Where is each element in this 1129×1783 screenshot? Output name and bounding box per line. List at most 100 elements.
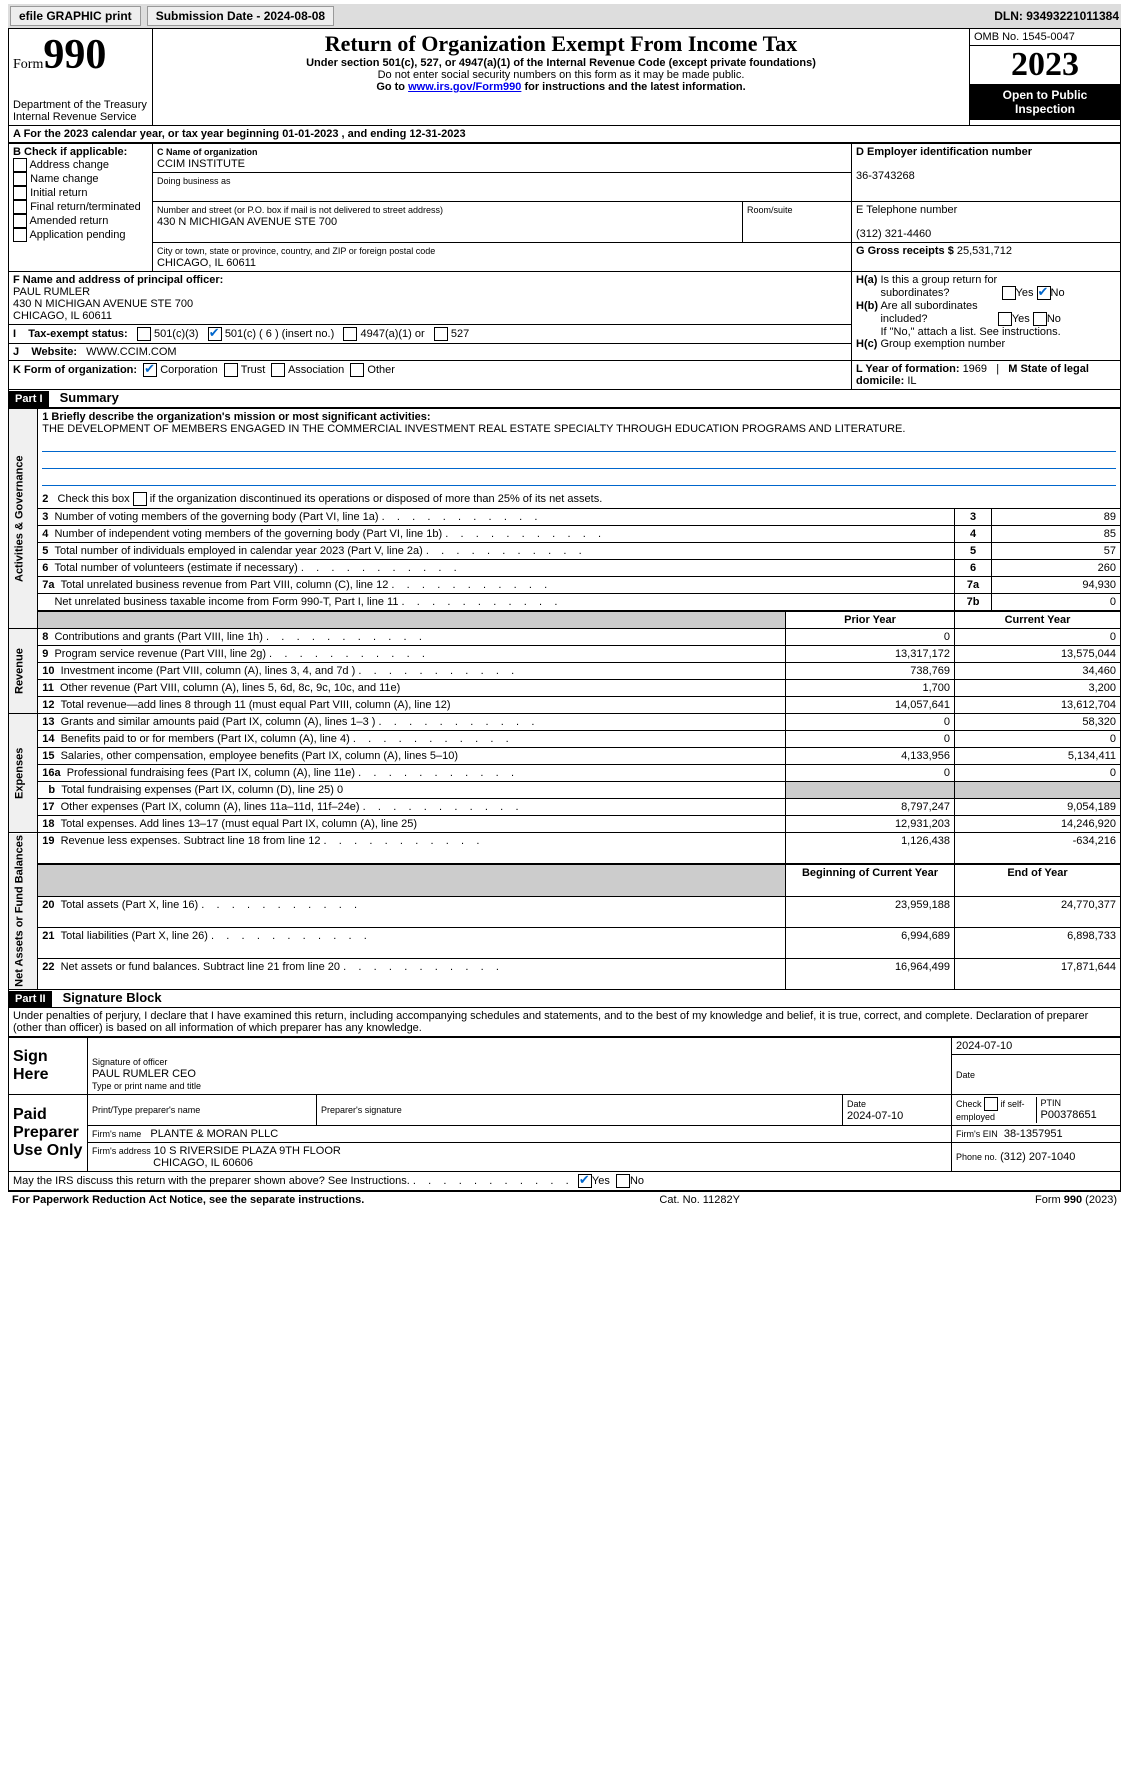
prep-date: 2024-07-10: [847, 1110, 903, 1122]
discuss-no[interactable]: [616, 1174, 630, 1188]
box-b-label: B Check if applicable:: [13, 146, 127, 158]
omb-number: OMB No. 1545-0047: [970, 29, 1120, 46]
form-subtitle3: Go to www.irs.gov/Form990 for instructio…: [157, 81, 965, 93]
check-corporation[interactable]: [143, 363, 157, 377]
prep-name-label: Print/Type preparer's name: [92, 1105, 200, 1115]
rev-row-9: 9 Program service revenue (Part VIII, li…: [9, 646, 1121, 663]
year-formation-label: L Year of formation:: [856, 363, 963, 375]
gross-receipts-value: 25,531,712: [957, 245, 1012, 257]
street-value: 430 N MICHIGAN AVENUE STE 700: [157, 216, 337, 228]
tax-period: A For the 2023 calendar year, or tax yea…: [8, 126, 1121, 143]
sig-date-1: 2024-07-10: [952, 1037, 1121, 1054]
exp-row-15: 15 Salaries, other compensation, employe…: [9, 748, 1121, 765]
exp-row-14: 14 Benefits paid to or for members (Part…: [9, 731, 1121, 748]
sign-here-label: Sign Here: [9, 1037, 88, 1095]
prep-date-label: Date: [847, 1099, 866, 1109]
org-name-label: C Name of organization: [157, 147, 258, 157]
officer-label: F Name and address of principal officer:: [13, 274, 223, 286]
form-title: Return of Organization Exempt From Incom…: [157, 31, 965, 57]
discuss-row: May the IRS discuss this return with the…: [8, 1172, 1121, 1191]
check-4947[interactable]: [343, 327, 357, 341]
city-label: City or town, state or province, country…: [157, 246, 435, 256]
ha-yes[interactable]: [1002, 286, 1016, 300]
hb-yes[interactable]: [998, 312, 1012, 326]
officer-street: 430 N MICHIGAN AVENUE STE 700: [13, 298, 193, 310]
section-net-assets: Net Assets or Fund Balances: [9, 833, 38, 990]
signature-block: Sign Here 2024-07-10 Signature of office…: [8, 1037, 1121, 1173]
hc-question: H(c) Group exemption number: [856, 338, 1116, 350]
check-discontinued[interactable]: [133, 492, 147, 506]
submission-button[interactable]: Submission Date - 2024-08-08: [147, 6, 334, 26]
state-domicile: IL: [907, 375, 916, 387]
website-label: J Website:: [13, 346, 77, 358]
check-amended-return[interactable]: Amended return: [13, 215, 108, 227]
check-application-pending[interactable]: Application pending: [13, 229, 125, 241]
gov-row-7a: 7a Total unrelated business revenue from…: [9, 577, 1121, 594]
footer: For Paperwork Reduction Act Notice, see …: [8, 1191, 1121, 1208]
gov-row-3: 3 Number of voting members of the govern…: [9, 509, 1121, 526]
street-label: Number and street (or P.O. box if mail i…: [157, 205, 443, 215]
cat-no: Cat. No. 11282Y: [659, 1194, 740, 1206]
gov-row-5: 5 Total number of individuals employed i…: [9, 543, 1121, 560]
ha-no[interactable]: [1037, 286, 1051, 300]
sig-name-label: Type or print name and title: [92, 1081, 201, 1091]
check-other[interactable]: [350, 363, 364, 377]
exp-row-16a: 16a Professional fundraising fees (Part …: [9, 765, 1121, 782]
firm-phone-label: Phone no.: [956, 1152, 997, 1162]
section-revenue: Revenue: [9, 629, 38, 714]
summary-table: Activities & Governance 1 Briefly descri…: [8, 408, 1121, 990]
discuss-yes[interactable]: [578, 1174, 592, 1188]
phone-value: (312) 321-4460: [856, 228, 931, 240]
check-501c3[interactable]: [137, 327, 151, 341]
check-527[interactable]: [434, 327, 448, 341]
hb-no[interactable]: [1033, 312, 1047, 326]
firm-name: PLANTE & MORAN PLLC: [150, 1128, 278, 1140]
exp-row-17: 17 Other expenses (Part IX, column (A), …: [9, 799, 1121, 816]
form-subtitle1: Under section 501(c), 527, or 4947(a)(1)…: [157, 57, 965, 69]
q1-label: 1 Briefly describe the organization's mi…: [42, 411, 430, 423]
ha-question: H(a) Is this a group return for subordin…: [856, 274, 1116, 300]
tax-year: 2023: [970, 46, 1120, 84]
section-governance: Activities & Governance: [9, 409, 38, 629]
check-initial-return[interactable]: Initial return: [13, 187, 88, 199]
ptin-label: PTIN: [1041, 1098, 1062, 1108]
firm-ein-label: Firm's EIN: [956, 1129, 998, 1139]
check-name-change[interactable]: Name change: [13, 173, 99, 185]
check-trust[interactable]: [224, 363, 238, 377]
self-employed-check[interactable]: Check if self-employed: [956, 1097, 1037, 1123]
check-final-return[interactable]: Final return/terminated: [13, 201, 141, 213]
officer-city: CHICAGO, IL 60611: [13, 310, 112, 322]
officer-name-title: PAUL RUMLER CEO: [92, 1068, 196, 1080]
open-to-public: Open to Public Inspection: [970, 84, 1120, 120]
website-value: WWW.CCIM.COM: [86, 346, 176, 358]
form-subtitle2: Do not enter social security numbers on …: [157, 69, 965, 81]
paid-preparer-label: Paid Preparer Use Only: [9, 1095, 88, 1172]
part2-header: Part II: [9, 991, 52, 1007]
rev-row-12: 12 Total revenue—add lines 8 through 11 …: [9, 697, 1121, 714]
dba-label: Doing business as: [157, 176, 231, 186]
check-address-change[interactable]: Address change: [13, 159, 109, 171]
officer-name: PAUL RUMLER: [13, 286, 90, 298]
firm-phone: (312) 207-1040: [1000, 1151, 1075, 1163]
exp-row-18: 18 Total expenses. Add lines 13–17 (must…: [9, 816, 1121, 833]
exp-row-16b: b Total fundraising expenses (Part IX, c…: [9, 782, 1121, 799]
part1-title: Summary: [52, 390, 119, 405]
year-formation: 1969: [963, 363, 987, 375]
net-row-22: 22 Net assets or fund balances. Subtract…: [9, 958, 1121, 989]
sig-officer-label: Signature of officer: [92, 1057, 167, 1067]
section-expenses: Expenses: [9, 714, 38, 833]
column-headers-1: Prior YearCurrent Year: [9, 611, 1121, 629]
form-number: 990: [43, 32, 106, 78]
city-value: CHICAGO, IL 60611: [157, 257, 256, 269]
identification-block: B Check if applicable: Address change Na…: [8, 143, 1121, 390]
efile-button[interactable]: efile GRAPHIC print: [10, 6, 141, 26]
form-org-label: K Form of organization:: [13, 364, 137, 376]
irs-link[interactable]: www.irs.gov/Form990: [408, 81, 521, 93]
check-501c[interactable]: [208, 327, 222, 341]
dept-treasury: Department of the TreasuryInternal Reven…: [13, 99, 148, 123]
firm-addr2: CHICAGO, IL 60606: [153, 1157, 253, 1169]
mission-text: THE DEVELOPMENT OF MEMBERS ENGAGED IN TH…: [42, 423, 905, 435]
org-name: CCIM INSTITUTE: [157, 158, 245, 170]
check-association[interactable]: [271, 363, 285, 377]
gov-row-6: 6 Total number of volunteers (estimate i…: [9, 560, 1121, 577]
